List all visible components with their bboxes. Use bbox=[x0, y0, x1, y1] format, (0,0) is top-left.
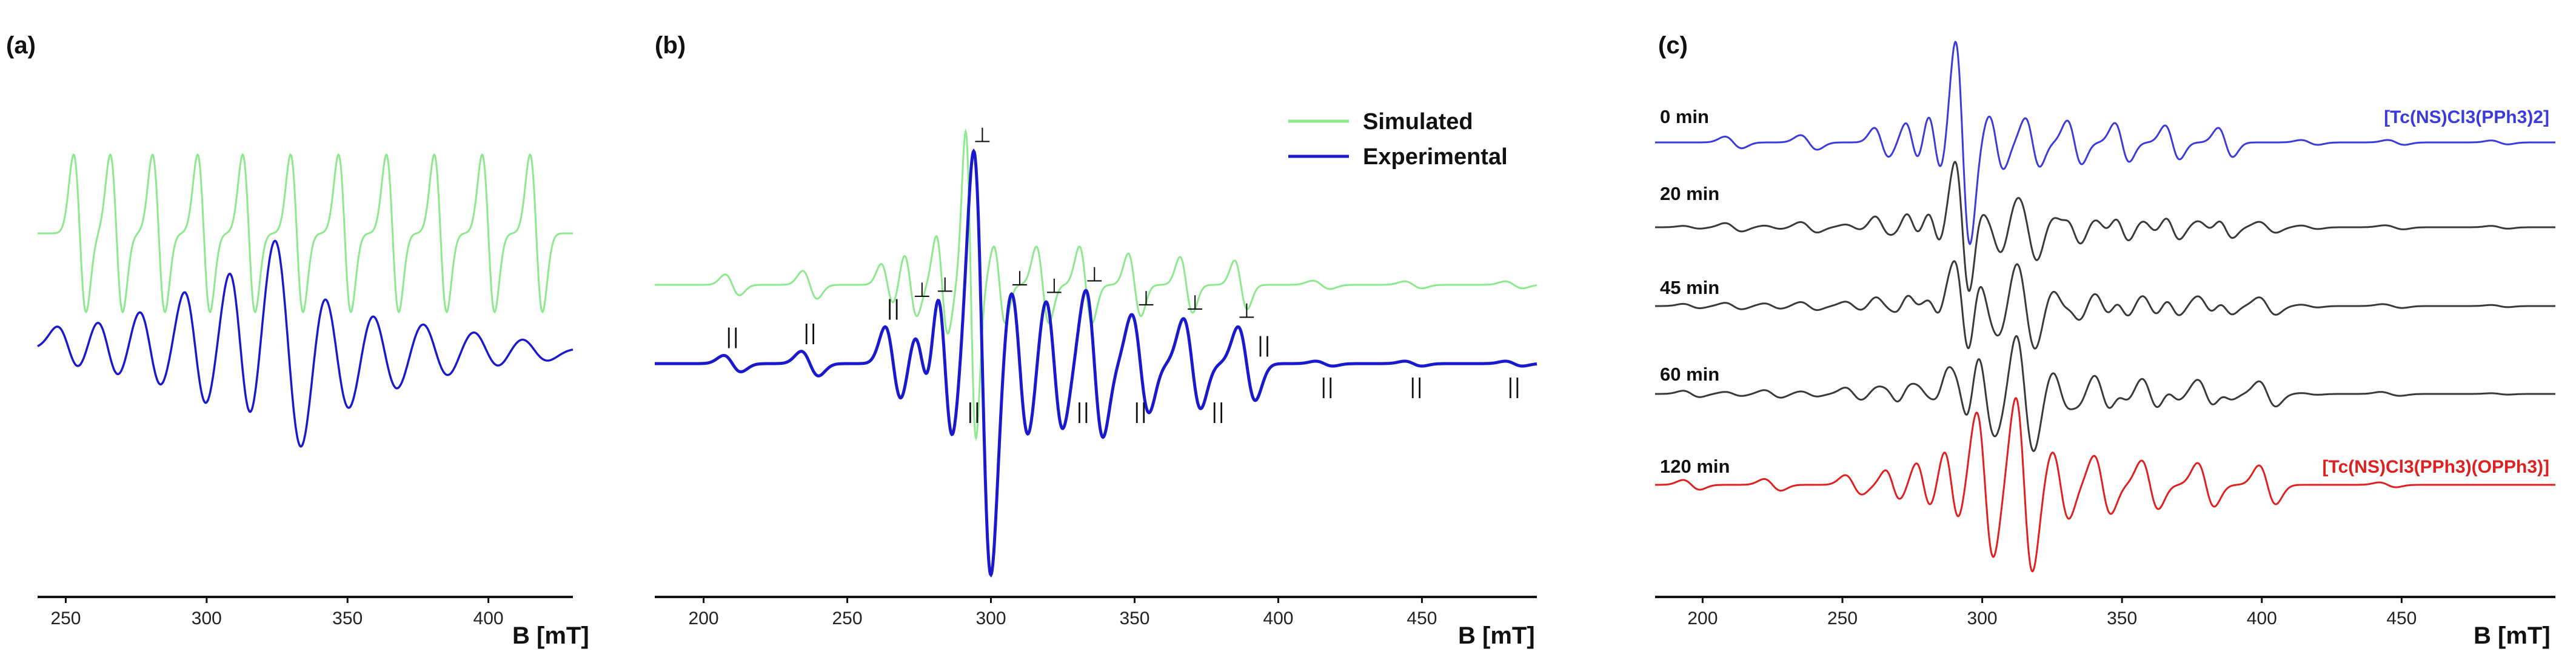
panel-label-a: (a) bbox=[6, 32, 36, 59]
a-tick-label-400: 400 bbox=[473, 608, 504, 628]
c-tick-label-450: 450 bbox=[2386, 608, 2417, 628]
series-b bbox=[655, 128, 1537, 578]
parallel-marker-down-6: || bbox=[1507, 375, 1521, 399]
c-tick-label-300: 300 bbox=[1967, 608, 1998, 628]
a-tick-label-350: 350 bbox=[332, 608, 363, 628]
series-a bbox=[37, 153, 574, 448]
perp-marker-1: ⊥ bbox=[936, 273, 954, 297]
series-a-experimental-line bbox=[37, 239, 574, 448]
c-tick-label-350: 350 bbox=[2107, 608, 2137, 628]
series-c-120-min-line bbox=[1655, 397, 2555, 573]
b-tick-label-450: 450 bbox=[1407, 608, 1437, 628]
time-label-0-min: 0 min bbox=[1660, 106, 1709, 127]
parallel-marker-up-2: || bbox=[886, 296, 900, 321]
parallel-marker-down-5: || bbox=[1409, 375, 1423, 399]
time-label-120-min: 120 min bbox=[1660, 456, 1730, 477]
panel-label-c: (c) bbox=[1658, 32, 1688, 59]
panel-label-b: (b) bbox=[655, 32, 686, 59]
c-tick-label-200: 200 bbox=[1687, 608, 1718, 628]
b-tick-label-200: 200 bbox=[689, 608, 719, 628]
x-ticks-a: 250 300 350 400 bbox=[50, 597, 504, 628]
parallel-marker-up-0: || bbox=[726, 325, 740, 349]
species-label-120-min: [Tc(NS)Cl3(PPh3)(OPPh3)] bbox=[2323, 457, 2549, 477]
panel-a: (a) 250 300 350 400 B [mT] bbox=[6, 32, 589, 649]
series-c-20-min-line bbox=[1655, 161, 2555, 292]
b-tick-label-400: 400 bbox=[1263, 608, 1293, 628]
perp-marker-5: ⊥ bbox=[1085, 262, 1103, 287]
perp-marker-8: ⊥ bbox=[1238, 299, 1256, 323]
perp-marker-2: ⊥ bbox=[973, 123, 991, 147]
b-tick-label-300: 300 bbox=[975, 608, 1006, 628]
perp-marker-0: ⊥ bbox=[913, 278, 931, 302]
parallel-marker-down-2: || bbox=[1134, 399, 1148, 424]
x-axis-label-b: B [mT] bbox=[1458, 622, 1535, 649]
b-tick-label-250: 250 bbox=[832, 608, 863, 628]
series-c-0-min-line bbox=[1655, 40, 2555, 245]
a-tick-label-250: 250 bbox=[50, 608, 81, 628]
series-b-simulated-line bbox=[655, 128, 1537, 442]
parallel-marker-down-4: || bbox=[1320, 375, 1334, 399]
c-tick-label-400: 400 bbox=[2247, 608, 2277, 628]
series-c bbox=[1655, 40, 2555, 573]
perp-marker-3: ⊥ bbox=[1011, 267, 1029, 291]
c-tick-label-250: 250 bbox=[1827, 608, 1858, 628]
time-label-20-min: 20 min bbox=[1660, 183, 1719, 204]
x-ticks-c: 200 250 300 350 400 450 bbox=[1687, 597, 2417, 628]
legend-b: Simulated Experimental bbox=[1288, 109, 1508, 170]
parallel-marker-down-1: || bbox=[1076, 399, 1090, 424]
x-axis-label-c: B [mT] bbox=[2474, 622, 2551, 649]
parallel-marker-down-0: || bbox=[967, 399, 981, 424]
parallel-marker-up-3: || bbox=[1257, 333, 1271, 357]
series-b-experimental-line bbox=[655, 148, 1537, 578]
legend-label-simulated: Simulated bbox=[1363, 109, 1473, 135]
time-label-45-min: 45 min bbox=[1660, 277, 1719, 298]
time-label-60-min: 60 min bbox=[1660, 364, 1719, 385]
series-c-45-min-line bbox=[1655, 260, 2555, 350]
perp-marker-7: ⊥ bbox=[1186, 291, 1204, 315]
markers-b: || |||||||| || || |||| || ||⊥ ⊥⊥⊥ ⊥ ⊥⊥ ⊥ ⊥ bbox=[726, 123, 1521, 424]
series-labels-c: 0 min [Tc(NS)Cl3(PPh3)2] 20 min 45 min 60 mi… bbox=[1660, 106, 2549, 477]
b-tick-label-350: 350 bbox=[1119, 608, 1149, 628]
parallel-marker-down-3: || bbox=[1211, 399, 1225, 424]
perp-marker-6: ⊥ bbox=[1137, 287, 1156, 311]
perp-marker-4: ⊥ bbox=[1045, 275, 1063, 299]
parallel-marker-up-1: || bbox=[803, 321, 817, 345]
panel-c: (c) 200 250 300 350 400 450 B [mT] 0 min [Tc(N… bbox=[1655, 32, 2555, 649]
legend-label-experimental: Experimental bbox=[1363, 144, 1508, 170]
x-axis-label-a: B [mT] bbox=[512, 622, 589, 649]
species-label-0-min: [Tc(NS)Cl3(PPh3)2] bbox=[2384, 107, 2549, 127]
panel-b: (b) 200 250 300 350 400 450 B [mT] || || || || ||… bbox=[655, 32, 1537, 649]
series-a-simulated-line bbox=[38, 153, 573, 314]
a-tick-label-300: 300 bbox=[192, 608, 222, 628]
x-ticks-b: 200 250 300 350 400 450 bbox=[689, 597, 1437, 628]
series-c-60-min-line bbox=[1655, 335, 2555, 453]
